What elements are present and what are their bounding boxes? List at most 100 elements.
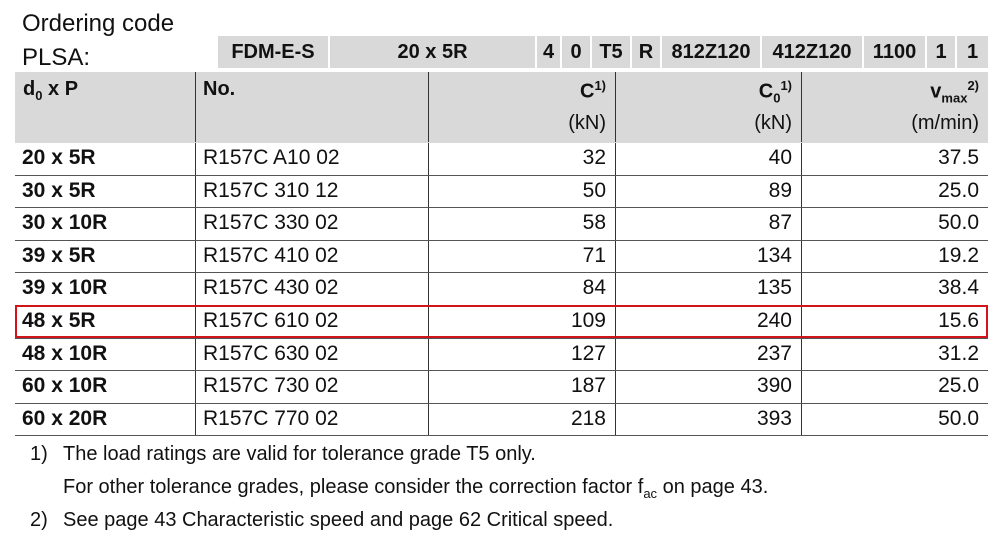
- cell-text: 87: [768, 211, 792, 235]
- cell-text: 38.4: [938, 276, 979, 300]
- cell-text: 134: [756, 243, 792, 267]
- code-cell: 20 x 5R: [330, 36, 535, 68]
- header-rest: x P: [42, 78, 79, 100]
- header-unit: (kN): [754, 112, 792, 134]
- cell-text: 50.0: [938, 211, 979, 235]
- cell-text: 32: [582, 146, 606, 169]
- cell-text: R157C 630 02: [203, 341, 339, 365]
- cell-text: 71: [582, 243, 606, 267]
- cell-text: 31.2: [938, 341, 979, 365]
- cell-text: 240: [756, 309, 792, 332]
- code-cell: 1: [957, 36, 988, 68]
- header-label: No.: [203, 78, 236, 100]
- cell-text: R157C 610 02: [203, 309, 339, 332]
- cell-text: 50.0: [938, 406, 979, 430]
- cell-text: R157C 770 02: [203, 406, 339, 430]
- footnote-text: For other tolerance grades, please consi…: [63, 476, 768, 501]
- cell-text: 25.0: [938, 178, 979, 202]
- ordering-label: PLSA:: [22, 44, 91, 71]
- size-cell: 30 x 5R: [22, 178, 96, 202]
- footnote-marker: 1): [30, 443, 48, 465]
- cell-text: R157C 730 02: [203, 374, 339, 398]
- cell-text: 237: [756, 341, 792, 365]
- cell-text: 393: [756, 406, 792, 430]
- size-cell: 48 x 5R: [22, 309, 96, 332]
- cell-text: 25.0: [938, 374, 979, 398]
- row-rule: [15, 402, 988, 404]
- column-header: No.: [203, 78, 235, 101]
- size-cell: 60 x 10R: [22, 374, 108, 398]
- cell-text: 109: [570, 309, 606, 332]
- column-rule: [195, 72, 196, 436]
- column-header: d0 x P: [23, 78, 78, 103]
- header-sub: max: [941, 90, 968, 106]
- cell-text: 15.6: [938, 309, 979, 332]
- header-unit: (m/min): [911, 112, 979, 134]
- row-rule: [15, 337, 988, 339]
- column-rule: [428, 72, 429, 436]
- code-cell: 812Z120: [662, 36, 760, 68]
- column-rule: [615, 72, 616, 436]
- code-cell: 0: [562, 36, 590, 68]
- column-rule: [801, 72, 802, 436]
- footnote-marker: 2): [30, 509, 48, 531]
- cell-text: R157C 330 02: [203, 211, 339, 235]
- size-cell: 48 x 10R: [22, 341, 108, 365]
- cell-text: 58: [582, 211, 606, 235]
- column-header: C1): [580, 78, 606, 104]
- row-rule: [15, 370, 988, 372]
- cell-text: 19.2: [938, 243, 979, 267]
- cell-text: 390: [756, 374, 792, 398]
- header-bg: [15, 72, 988, 142]
- cell-text: R157C 410 02: [203, 243, 339, 267]
- cell-text: R157C 310 12: [203, 178, 339, 202]
- footnote-part: on page 43.: [657, 476, 769, 498]
- header-sup: 1): [594, 78, 606, 93]
- code-cell: 4: [537, 36, 560, 68]
- table-bottom-rule: [15, 435, 988, 437]
- cell-text: 37.5: [938, 146, 979, 169]
- code-cell: FDM-E-S: [218, 36, 328, 68]
- code-cell: 1100: [864, 36, 925, 68]
- footnote-text: The load ratings are valid for tolerance…: [63, 443, 536, 465]
- code-cell: 412Z120: [762, 36, 862, 68]
- cell-text: 84: [582, 276, 606, 300]
- header-label: C: [579, 80, 595, 103]
- cell-text: 187: [570, 374, 606, 398]
- column-header: C01): [759, 78, 792, 106]
- cell-text: 50: [582, 178, 606, 202]
- size-cell: 60 x 20R: [22, 406, 108, 430]
- footnote-sub: ac: [643, 486, 658, 501]
- size-cell: 20 x 5R: [22, 146, 96, 169]
- cell-text: 218: [570, 406, 606, 430]
- code-cell: T5: [592, 36, 630, 68]
- row-rule: [15, 207, 988, 209]
- header-sup: 2): [967, 78, 979, 93]
- header-sub: 0: [773, 90, 781, 106]
- row-rule: [15, 174, 988, 176]
- code-cell: R: [632, 36, 660, 68]
- column-header: vmax2): [930, 78, 979, 106]
- cell-text: 89: [768, 178, 792, 202]
- cell-text: 127: [570, 341, 606, 365]
- size-cell: 39 x 5R: [22, 243, 96, 267]
- header-label: v: [930, 80, 942, 103]
- header-sub: 0: [35, 88, 43, 103]
- row-rule: [15, 142, 988, 143]
- header-sup: 1): [780, 78, 792, 93]
- header-label: d: [23, 78, 36, 100]
- cell-text: 40: [768, 146, 792, 169]
- cell-text: R157C A10 02: [203, 146, 340, 169]
- footnote-part: For other tolerance grades, please consi…: [63, 476, 644, 498]
- size-cell: 30 x 10R: [22, 211, 108, 235]
- cell-text: 135: [756, 276, 792, 300]
- cell-text: R157C 430 02: [203, 276, 339, 300]
- code-cell: 1: [927, 36, 955, 68]
- row-rule: [15, 239, 988, 241]
- size-cell: 39 x 10R: [22, 276, 108, 300]
- ordering-label: Ordering code: [22, 10, 175, 37]
- header-label: C: [758, 80, 774, 103]
- footnote-text: See page 43 Characteristic speed and pag…: [63, 509, 614, 531]
- highlight-box: [15, 305, 988, 338]
